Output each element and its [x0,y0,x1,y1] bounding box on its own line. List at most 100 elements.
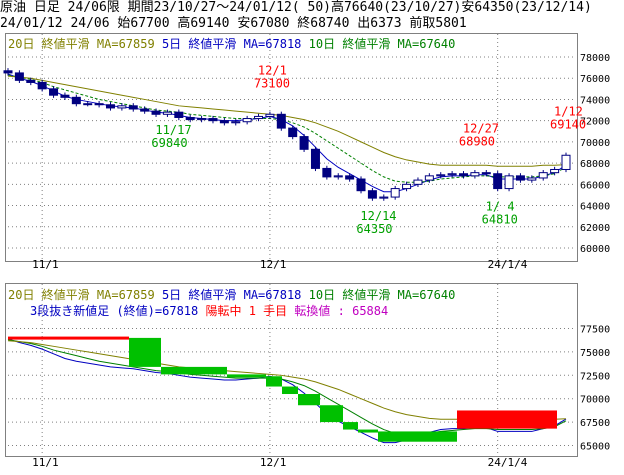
annotation-date: 12/1 [258,63,287,77]
brick-down [358,429,378,433]
candle-body [504,175,514,190]
brick-down [227,374,266,378]
candle-body [459,173,469,177]
y-tick-label: 60000 [580,244,610,255]
candle-body [265,113,275,117]
breakout-count: 1 手目 [248,304,288,318]
annotation-date: 1/12 [554,104,583,118]
brick-down [282,386,298,395]
y-tick-label: 75000 [580,348,610,359]
candle-body [117,105,127,109]
candle-body [37,81,47,90]
candle-body [105,104,115,109]
annotation-value: 64350 [356,222,392,236]
candle-body [424,175,434,181]
annotation-value: 69840 [151,136,187,150]
breakout-switch-value: 転換値 : 65884 [294,304,389,318]
candle-body [345,175,355,180]
brick-down [343,422,358,430]
candle-body [242,118,252,123]
candle-body [276,113,286,129]
candle-body [367,190,377,199]
candle-body [515,175,525,181]
candle-body [3,70,13,74]
breakout-turn-status: 陽転中 [205,304,242,318]
legend-ma20: 20日 終値平滑 MA=67859 [8,37,155,51]
breakout-title: 3段抜き新値足 (終値)=67818 [30,304,199,318]
candle-body [436,174,446,177]
candle-body [379,196,389,199]
candle-body [254,115,264,120]
annotation-date: 12/27 [463,122,499,136]
candle-body [390,188,400,198]
candle-body [14,72,24,81]
candle-body [26,79,36,83]
y-tick-label: 70000 [580,395,610,406]
candle-body [151,110,161,115]
brick-down [266,376,282,387]
ma-line-20日 終値平滑 [7,75,567,167]
annotation-date: 12/14 [360,209,396,223]
x-tick-label: 11/1 [32,456,59,469]
y-tick-label: 72500 [580,371,610,382]
brick-down [320,405,343,423]
y-tick-label: 72000 [580,117,610,128]
y-tick-label: 78000 [580,53,610,64]
candle-body [231,121,241,124]
candle-body [310,148,320,169]
legend-ma5: 5日 終値平滑 MA=67818 [161,37,302,51]
candle-body [561,154,571,170]
y-tick-label: 65000 [580,441,610,452]
candle-body [402,183,412,190]
ma-line-bottom [7,339,567,435]
x-tick-label: 24/1/4 [488,258,528,271]
candle-body [481,172,491,175]
candle-body [94,103,104,106]
y-tick-label: 70000 [580,138,610,149]
legend-ma10: 10日 終値平滑 MA=67640 [308,37,456,51]
candle-body [356,178,366,192]
x-tick-label: 24/1/4 [488,456,528,469]
candle-body [413,179,423,185]
candle-body [527,177,537,181]
y-tick-label: 77500 [580,325,610,336]
legend-ma20-bottom: 20日 終値平滑 MA=67859 [8,288,155,302]
candle-body [333,175,343,178]
candle-body [174,111,184,118]
annotation-value: 73100 [254,76,290,90]
candle-body [140,108,150,112]
annotation-value: 68980 [459,135,495,149]
candle-body [208,118,218,122]
y-tick-label: 66000 [580,180,610,191]
brick-up [8,336,129,340]
candle-body [299,136,309,150]
candle-body [493,173,503,190]
candle-body [550,168,560,174]
candle-body [162,111,172,115]
candle-body [538,172,548,179]
y-tick-label: 68000 [580,159,610,170]
brick-down [298,394,320,406]
brick-down [378,431,457,442]
candle-body [128,105,138,110]
y-tick-label: 76000 [580,74,610,85]
legend-ma5-bottom: 5日 終値平滑 MA=67818 [161,288,302,302]
annotation-value: 64810 [482,213,518,227]
chart-header-ohlc: 24/01/12 24/06 始67700 高69140 安67080 終687… [0,16,467,31]
candle-body [185,116,195,121]
brick-up [457,410,557,429]
y-tick-label: 62000 [580,223,610,234]
annotation-value: 69140 [550,117,586,131]
x-tick-label: 12/1 [260,456,287,469]
candle-body [83,103,93,106]
annotation-date: 11/17 [155,123,191,137]
top-chart-frame[interactable] [5,33,578,262]
y-tick-label: 64000 [580,202,610,213]
brick-down [129,337,161,367]
x-tick-label: 12/1 [260,258,287,271]
chart-header-title: 原油 日足 24/06限 期間23/10/27～24/01/12( 50)高76… [0,0,592,15]
candle-body [447,173,457,176]
legend-ma10-bottom: 10日 終値平滑 MA=67640 [308,288,456,302]
